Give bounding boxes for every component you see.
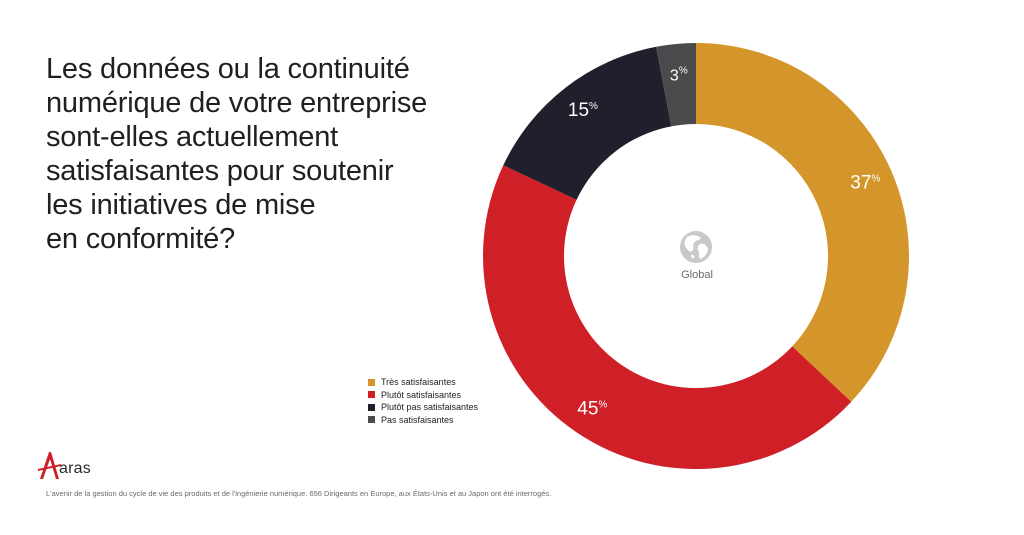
slice-value-label: 15%	[568, 100, 598, 121]
legend-swatch	[368, 403, 375, 411]
legend-label: Pas satisfaisantes	[381, 414, 454, 425]
title-line: numérique de votre entreprise	[46, 87, 428, 119]
title-line: en conformité?	[46, 223, 236, 255]
footnote: L'avenir de la gestion du cycle de vie d…	[46, 489, 552, 498]
donut-slices	[483, 43, 909, 469]
legend-item: Plutôt pas satisfaisantes	[368, 401, 478, 414]
slice-value-label: 45%	[577, 399, 607, 420]
donut-slice	[656, 43, 696, 127]
legend-item: Plutôt satisfaisantes	[368, 389, 478, 402]
legend-label: Plutôt pas satisfaisantes	[381, 402, 479, 412]
chart-title: Les données ou la continuité numérique d…	[46, 52, 466, 256]
chart-legend: Très satisfaisantes Plutôt satisfaisante…	[368, 376, 478, 426]
donut-slice	[696, 43, 909, 402]
aras-a-icon	[38, 452, 61, 479]
donut-slice	[483, 165, 852, 469]
title-line: les initiatives de mise	[46, 189, 316, 221]
logo-text: aras	[59, 460, 91, 477]
legend-swatch	[368, 391, 375, 399]
legend-item: Très satisfaisantes	[368, 376, 478, 389]
donut-center: Global	[680, 231, 713, 281]
legend-label: Très satisfaisantes	[381, 377, 456, 387]
center-label: Global	[681, 269, 713, 281]
donut-slice	[503, 46, 672, 200]
globe-icon	[680, 231, 712, 263]
legend-item: Pas satisfaisantes	[368, 414, 478, 427]
aras-logo: aras	[38, 450, 91, 480]
slice-value-label: 37%	[850, 173, 880, 194]
legend-swatch	[368, 416, 375, 424]
title-line: Les données ou la continuité	[46, 53, 410, 85]
slice-value-label: 3%	[670, 65, 688, 84]
donut-slice-labels: 37% 45% 15% 3%	[568, 65, 881, 419]
title-line: satisfaisantes pour soutenir	[46, 155, 394, 187]
title-line: sont-elles actuellement	[46, 121, 338, 153]
legend-swatch	[368, 378, 375, 386]
legend-label: Plutôt satisfaisantes	[381, 389, 462, 400]
